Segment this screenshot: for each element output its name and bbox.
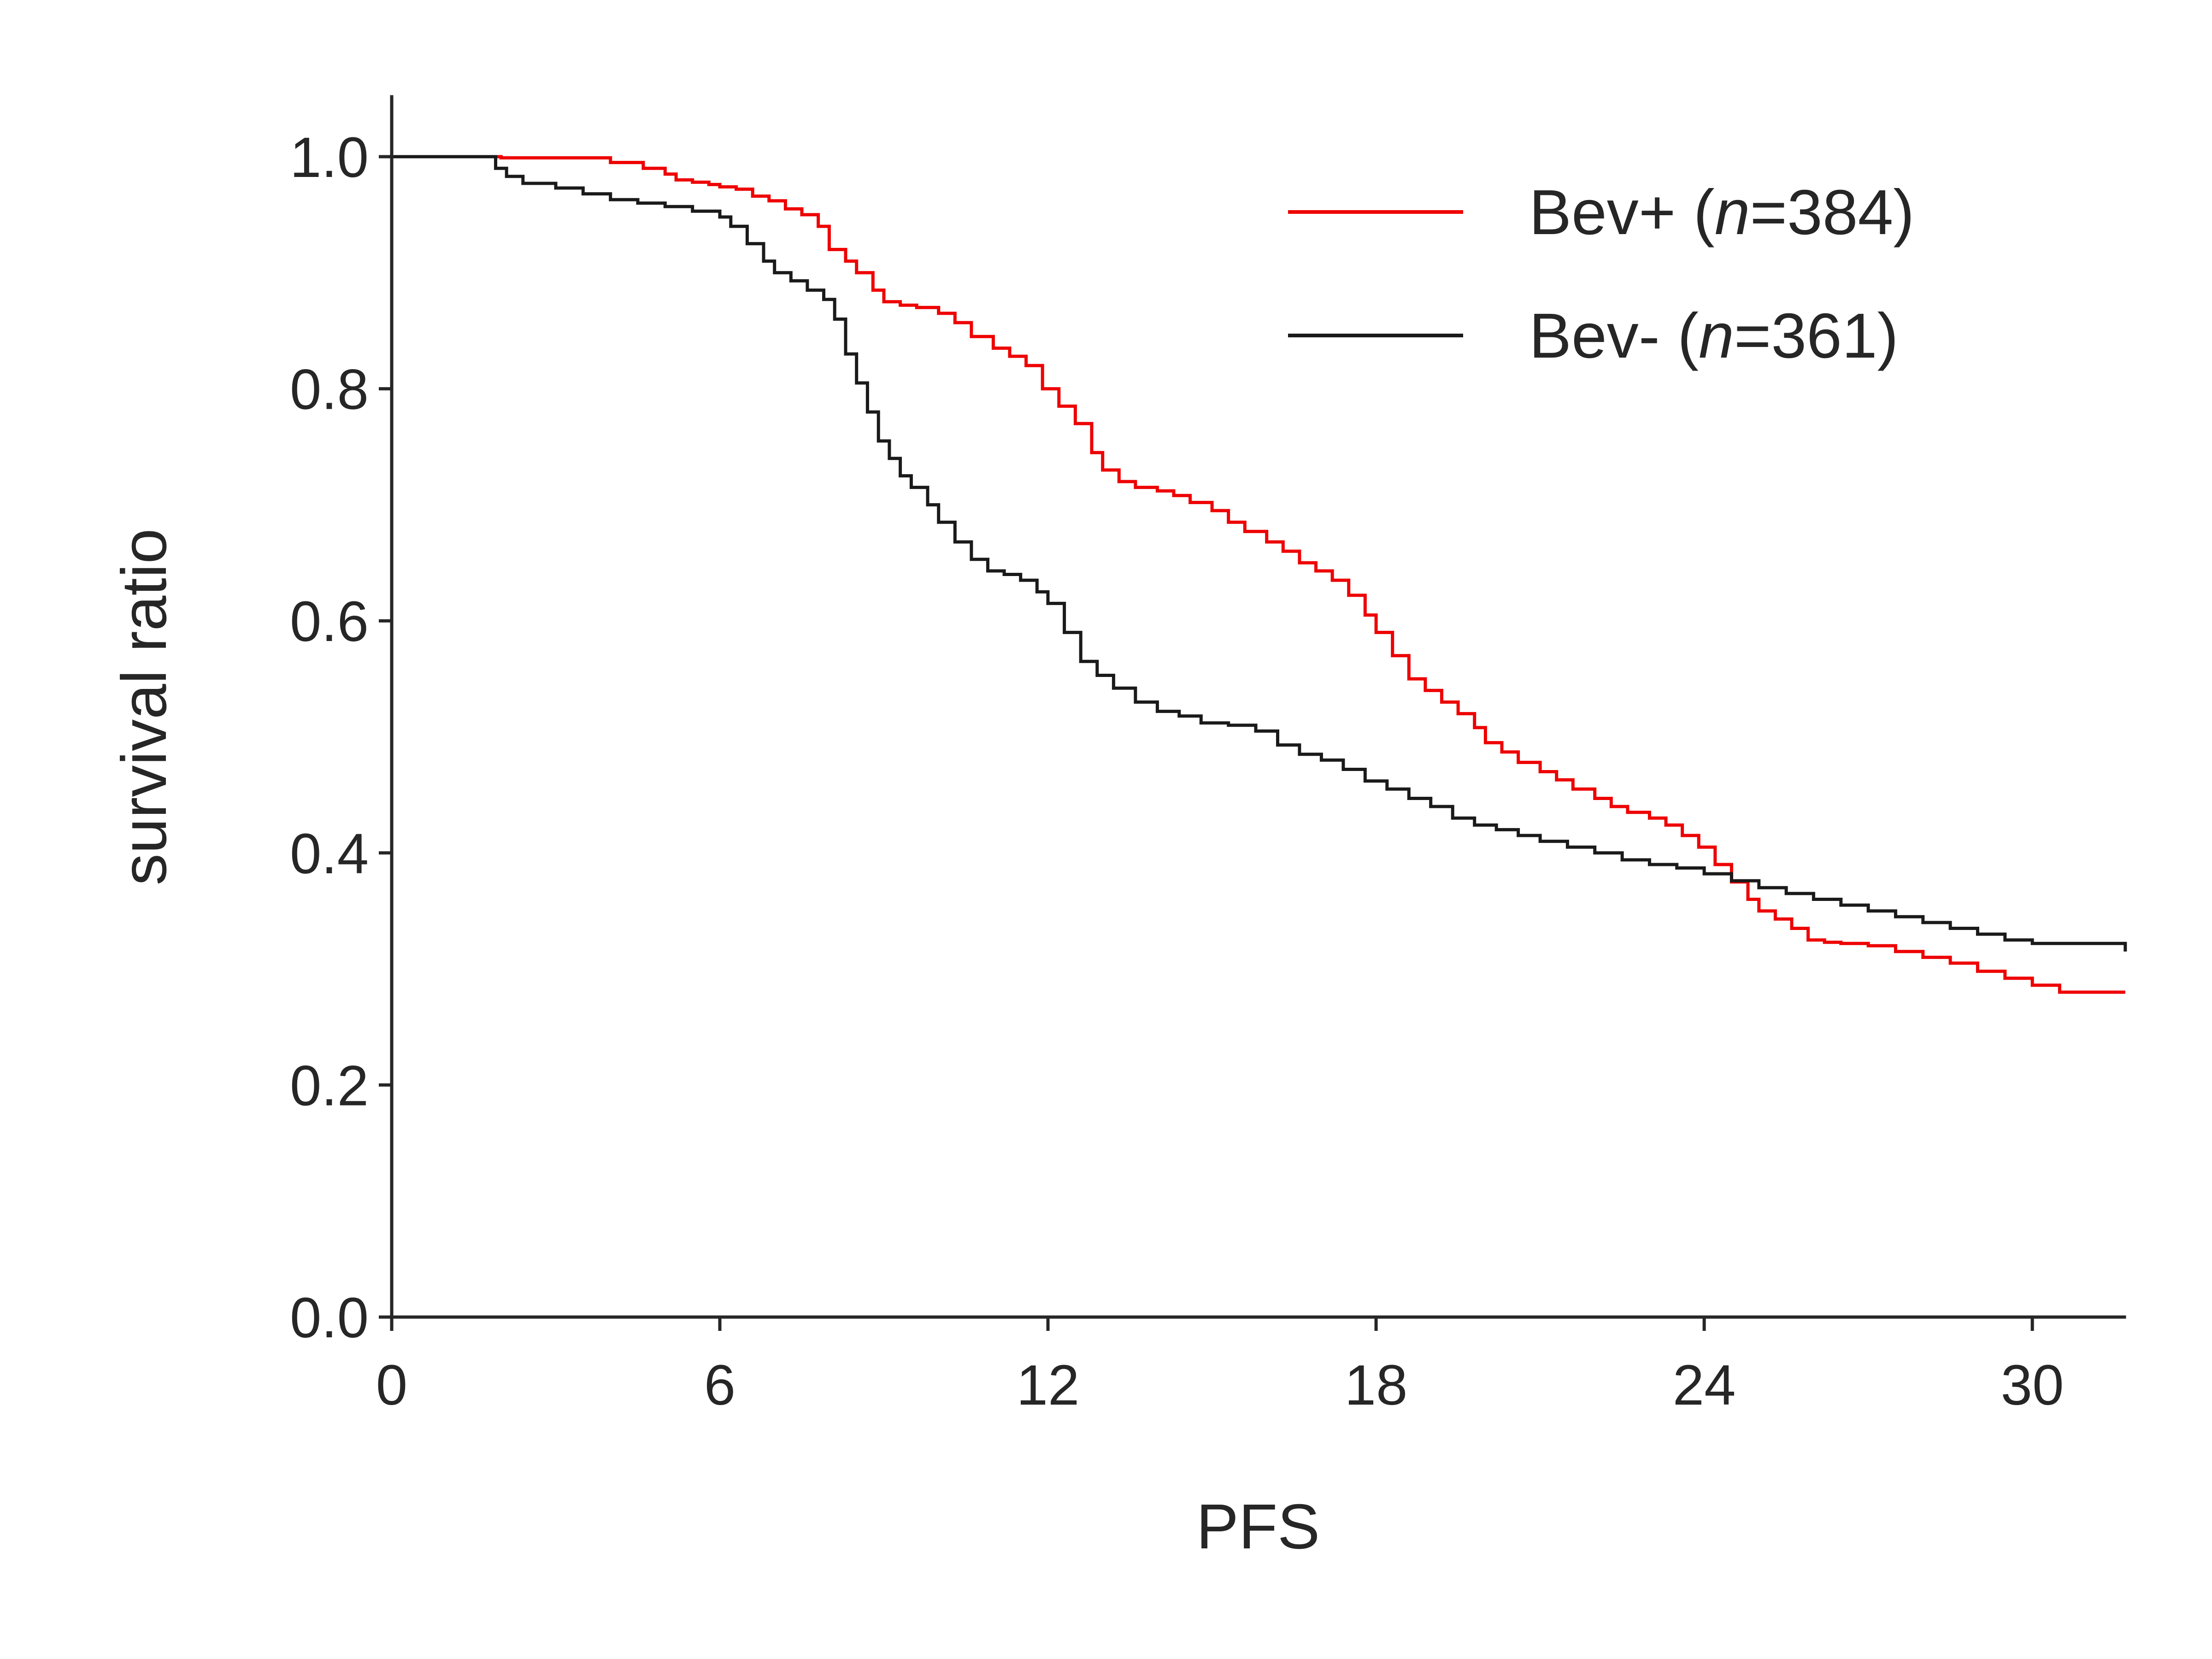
x-tick-label: 18 [1345, 1354, 1408, 1417]
y-tick-label: 0.4 [290, 823, 369, 886]
legend-label-suffix: =361) [1734, 300, 1899, 371]
legend-label-prefix: Bev+ ( [1529, 177, 1715, 248]
y-axis-title: survival ratio [109, 529, 180, 886]
legend-label-suffix: =384) [1750, 177, 1914, 248]
x-axis-title: PFS [1196, 1491, 1320, 1562]
legend-label-n: n [1699, 300, 1734, 371]
legend: Bev+ (n=384)Bev- (n=361) [1288, 177, 1914, 371]
y-tick-label: 0.0 [290, 1287, 369, 1350]
x-tick-label: 6 [704, 1354, 735, 1417]
legend-label-prefix: Bev- ( [1529, 300, 1699, 371]
y-tick-label: 0.2 [290, 1054, 369, 1118]
x-tick-label: 12 [1017, 1354, 1080, 1417]
series-line-bev-minus [392, 155, 2127, 952]
series-line-bev-plus [392, 155, 2125, 994]
legend-label: Bev- (n=361) [1529, 300, 1899, 371]
x-ticks: 0 6 12 18 24 30 [376, 1317, 2064, 1417]
y-tick-label: 0.6 [290, 590, 369, 653]
legend-label-n: n [1715, 177, 1750, 248]
y-tick-label: 0.8 [290, 359, 369, 422]
x-tick-label: 24 [1673, 1354, 1736, 1417]
x-tick-label: 0 [376, 1354, 407, 1417]
x-tick-label: 30 [2001, 1354, 2064, 1417]
y-ticks: 0.0 0.2 0.4 0.6 0.8 1.0 [290, 126, 392, 1350]
series-layer [392, 155, 2127, 994]
legend-label: Bev+ (n=384) [1529, 177, 1914, 248]
y-tick-label: 1.0 [290, 126, 369, 189]
